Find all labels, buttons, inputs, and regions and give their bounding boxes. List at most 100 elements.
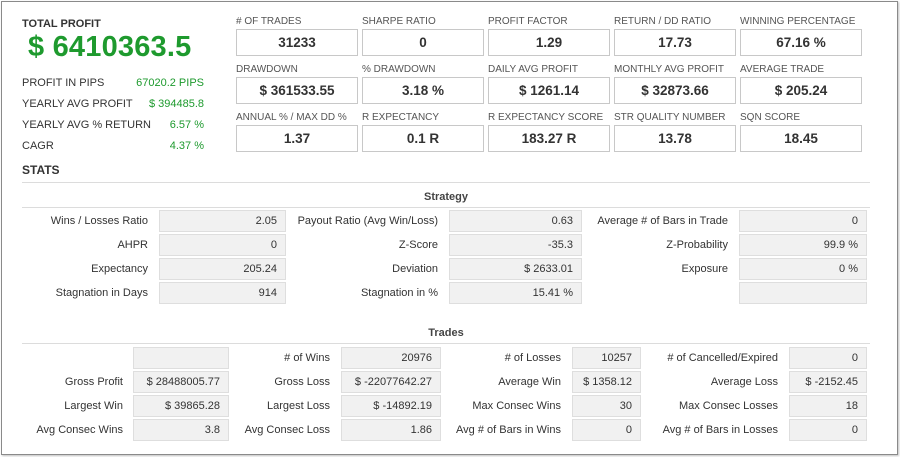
- metric-label: WINNING PERCENTAGE: [740, 16, 856, 27]
- field-value-avg-of-bars-in-losses: 0: [789, 419, 867, 441]
- field-label-average-loss: Average Loss: [710, 376, 778, 388]
- field-label-ahpr: AHPR: [117, 239, 148, 251]
- trades-section-title: Trades: [428, 327, 464, 339]
- field-label-exposure: Exposure: [681, 263, 728, 275]
- field-label-gross-profit: Gross Profit: [64, 376, 123, 388]
- field-label-average-win: Average Win: [498, 376, 561, 388]
- field-value-expectancy: 205.24: [159, 258, 286, 280]
- metric-value: 18.45: [740, 125, 862, 152]
- metric-sqn-score: SQN SCORE 18.45: [740, 111, 862, 152]
- stats-divider: [22, 182, 870, 183]
- field-value-avg-of-bars-in-wins: 0: [572, 419, 641, 441]
- metric-value: 183.27 R: [488, 125, 610, 152]
- field-value-max-consec-wins: 30: [572, 395, 641, 417]
- field-label-stagnation-in: Stagnation in %: [360, 287, 438, 299]
- metric-value: $ 32873.66: [614, 77, 736, 104]
- summary-value: 4.37 %: [169, 139, 204, 152]
- field-label-z-probability: Z-Probability: [666, 239, 728, 251]
- field-label-gross-loss: Gross Loss: [274, 376, 330, 388]
- field-value-blank: [133, 347, 229, 369]
- field-label-avg-consec-loss: Avg Consec Loss: [244, 424, 330, 436]
- field-label-average-of-bars-in-trade: Average # of Bars in Trade: [597, 215, 728, 227]
- field-value-payout-ratio-avg-win-loss: 0.63: [449, 210, 582, 232]
- field-label-expectancy: Expectancy: [91, 263, 148, 275]
- summary-label: PROFIT IN PIPS: [22, 76, 105, 89]
- summary-value: 67020.2 PIPS: [136, 76, 204, 89]
- field-label-avg-of-bars-in-losses: Avg # of Bars in Losses: [662, 424, 778, 436]
- metric-str-quality-number: STR QUALITY NUMBER 13.78: [614, 111, 736, 152]
- metric-trades-count: # OF TRADES 31233: [236, 15, 358, 56]
- field-value-deviation: $ 2633.01: [449, 258, 582, 280]
- metric-label: R EXPECTANCY: [362, 112, 440, 123]
- metric-value: 1.29: [488, 29, 610, 56]
- field-label-largest-win: Largest Win: [64, 400, 123, 412]
- field-value-avg-consec-loss: 1.86: [341, 419, 441, 441]
- metric-label: ANNUAL % / MAX DD %: [236, 112, 347, 123]
- metric-label: MONTHLY AVG PROFIT: [614, 64, 725, 75]
- metric-label: SQN SCORE: [740, 112, 801, 123]
- field-label-blank: [22, 347, 123, 369]
- field-value-exposure: 0 %: [739, 258, 867, 280]
- metric-label: RETURN / DD RATIO: [614, 16, 712, 27]
- metric-profit-factor: PROFIT FACTOR 1.29: [488, 15, 610, 56]
- field-value-gross-profit: $ 28488005.77: [133, 371, 229, 393]
- metric-label: AVERAGE TRADE: [740, 64, 825, 75]
- field-value-ahpr: 0: [159, 234, 286, 256]
- metric-sharpe-ratio: SHARPE RATIO 0: [362, 15, 484, 56]
- metric-value: 17.73: [614, 29, 736, 56]
- field-label-avg-of-bars-in-wins: Avg # of Bars in Wins: [456, 424, 561, 436]
- field-value-stagnation-in-days: 914: [159, 282, 286, 304]
- metric-label: PROFIT FACTOR: [488, 16, 568, 27]
- field-label-of-wins: # of Wins: [284, 352, 330, 364]
- metric-monthly-avg-profit: MONTHLY AVG PROFIT $ 32873.66: [614, 63, 736, 104]
- metric-label: SHARPE RATIO: [362, 16, 436, 27]
- field-label-max-consec-losses: Max Consec Losses: [678, 400, 778, 412]
- stats-heading: STATS: [22, 163, 60, 177]
- metric-value: 0.1 R: [362, 125, 484, 152]
- field-label-blank: [586, 282, 728, 304]
- metric-value: $ 1261.14: [488, 77, 610, 104]
- field-value-gross-loss: $ -22077642.27: [341, 371, 441, 393]
- field-value-wins-losses-ratio: 2.05: [159, 210, 286, 232]
- strategy-section-title: Strategy: [423, 191, 469, 203]
- field-value-max-consec-losses: 18: [789, 395, 867, 417]
- summary-row-profit-in-pips: PROFIT IN PIPS 67020.2 PIPS: [22, 72, 204, 93]
- field-label-stagnation-in-days: Stagnation in Days: [55, 287, 148, 299]
- field-value-z-probability: 99.9 %: [739, 234, 867, 256]
- metric-average-trade: AVERAGE TRADE $ 205.24: [740, 63, 862, 104]
- metric-label: STR QUALITY NUMBER: [614, 112, 726, 123]
- metric-value: 67.16 %: [740, 29, 862, 56]
- metric-label: % DRAWDOWN: [362, 64, 436, 75]
- metric-label: DRAWDOWN: [236, 64, 298, 75]
- summary-label: CAGR: [22, 139, 54, 152]
- summary-row-cagr: CAGR 4.37 %: [22, 135, 204, 156]
- metric-annual-max-dd: ANNUAL % / MAX DD % 1.37: [236, 111, 358, 152]
- metric-daily-avg-profit: DAILY AVG PROFIT $ 1261.14: [488, 63, 610, 104]
- field-label-z-score: Z-Score: [398, 239, 438, 251]
- field-label-largest-loss: Largest Loss: [267, 400, 330, 412]
- field-value-largest-win: $ 39865.28: [133, 395, 229, 417]
- field-label-avg-consec-wins: Avg Consec Wins: [36, 424, 123, 436]
- metric-value: 13.78: [614, 125, 736, 152]
- field-value-average-loss: $ -2152.45: [789, 371, 867, 393]
- field-label-wins-losses-ratio: Wins / Losses Ratio: [50, 215, 148, 227]
- summary-value: $ 394485.8: [148, 97, 204, 110]
- summary-label: YEARLY AVG PROFIT: [22, 97, 133, 110]
- metric-value: $ 361533.55: [236, 77, 358, 104]
- metric-label: R EXPECTANCY SCORE: [488, 112, 604, 123]
- field-value-blank: [739, 282, 867, 304]
- trades-divider: [22, 343, 870, 344]
- metric-label: # OF TRADES: [236, 16, 302, 27]
- field-label-of-cancelled-expired: # of Cancelled/Expired: [667, 352, 778, 364]
- field-value-of-losses: 10257: [572, 347, 641, 369]
- field-value-z-score: -35.3: [449, 234, 582, 256]
- metric-winning-percentage: WINNING PERCENTAGE 67.16 %: [740, 15, 862, 56]
- metric-r-expectancy-score: R EXPECTANCY SCORE 183.27 R: [488, 111, 610, 152]
- field-value-of-cancelled-expired: 0: [789, 347, 867, 369]
- strategy-divider: [22, 207, 870, 208]
- field-value-stagnation-in: 15.41 %: [449, 282, 582, 304]
- profit-summary-list: PROFIT IN PIPS 67020.2 PIPS YEARLY AVG P…: [22, 72, 204, 156]
- field-label-max-consec-wins: Max Consec Wins: [472, 400, 561, 412]
- metric-percent-drawdown: % DRAWDOWN 3.18 %: [362, 63, 484, 104]
